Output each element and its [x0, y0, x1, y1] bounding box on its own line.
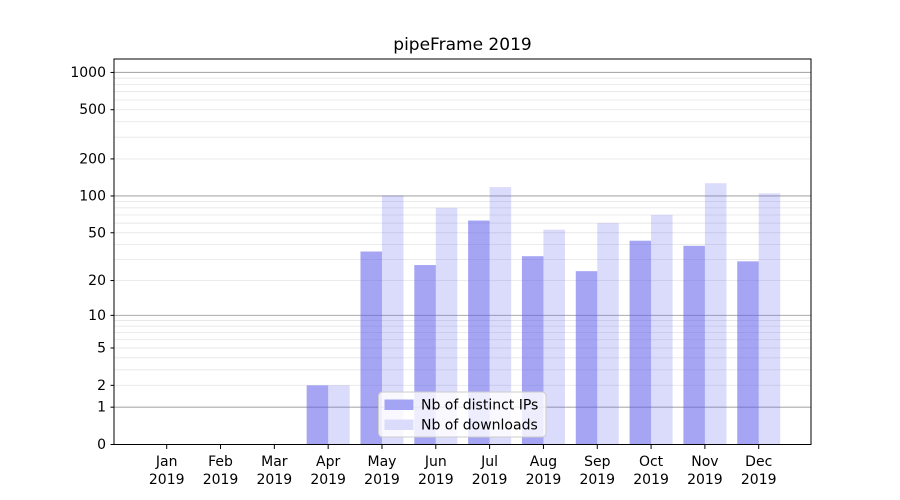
legend-swatch-downloads [384, 419, 414, 430]
chart-title: pipeFrame 2019 [393, 35, 532, 55]
x-tick-label-year: 2019 [633, 472, 669, 488]
x-tick-label-year: 2019 [687, 472, 723, 488]
x-tick-label-year: 2019 [310, 472, 346, 488]
legend [378, 391, 547, 438]
x-tick-label-year: 2019 [364, 472, 400, 488]
legend-label-distinct-ips: Nb of distinct IPs [421, 398, 538, 414]
bar-distinct-ips [629, 240, 652, 445]
x-tick-label-year: 2019 [203, 472, 239, 488]
bar-distinct-ips [683, 245, 705, 445]
bar-distinct-ips [360, 251, 382, 445]
x-tick-label-month: Jul [480, 454, 498, 470]
bar-distinct-ips [468, 220, 490, 445]
bar-distinct-ips [737, 261, 759, 445]
plot-border [113, 58, 812, 445]
x-tick-label-month: Sep [584, 454, 611, 470]
y-tick-label: 10 [88, 308, 106, 324]
bar-downloads [381, 195, 404, 445]
y-tick-label: 1 [97, 400, 106, 416]
y-tick-label: 5 [97, 341, 106, 357]
y-tick-label: 500 [79, 102, 106, 118]
y-tick-label: 2 [97, 378, 106, 394]
x-tick-label-month: Mar [261, 454, 288, 470]
x-tick-label-month: Dec [745, 454, 772, 470]
legend-swatch-distinct-ips [384, 399, 414, 410]
bar-downloads [651, 214, 673, 445]
bar-downloads [328, 385, 350, 445]
bar-downloads [597, 223, 619, 445]
bar-downloads [543, 229, 565, 445]
y-tick-label: 50 [88, 225, 106, 241]
x-tick-label-year: 2019 [149, 472, 185, 488]
bar-downloads [489, 187, 512, 445]
x-tick-label-month: Jan [155, 454, 178, 470]
x-tick-label-year: 2019 [741, 472, 777, 488]
x-tick-label-month: Feb [208, 454, 233, 470]
x-tick-label-year: 2019 [257, 472, 293, 488]
x-tick-label-month: May [368, 454, 397, 470]
bar-distinct-ips [306, 385, 329, 445]
y-tick-label: 1000 [70, 65, 106, 81]
y-tick-label: 200 [79, 151, 106, 167]
x-tick-label-month: Oct [639, 454, 664, 470]
x-tick-label-month: Aug [530, 454, 557, 470]
x-tick-label-year: 2019 [526, 472, 562, 488]
bar-downloads [758, 193, 781, 445]
x-tick-label-year: 2019 [472, 472, 508, 488]
bar-distinct-ips [575, 271, 598, 445]
x-tick-label-year: 2019 [418, 472, 454, 488]
legend-label-downloads: Nb of downloads [421, 418, 538, 434]
x-tick-label-year: 2019 [579, 472, 615, 488]
y-tick-label: 20 [88, 273, 106, 289]
x-tick-label-month: Nov [691, 454, 718, 470]
x-tick-label-month: Apr [316, 454, 340, 470]
bar-downloads [704, 183, 727, 445]
x-tick-label-month: Jun [424, 454, 447, 470]
y-tick-label: 100 [79, 188, 106, 204]
bar-downloads [435, 207, 458, 445]
y-tick-label: 0 [97, 437, 106, 453]
